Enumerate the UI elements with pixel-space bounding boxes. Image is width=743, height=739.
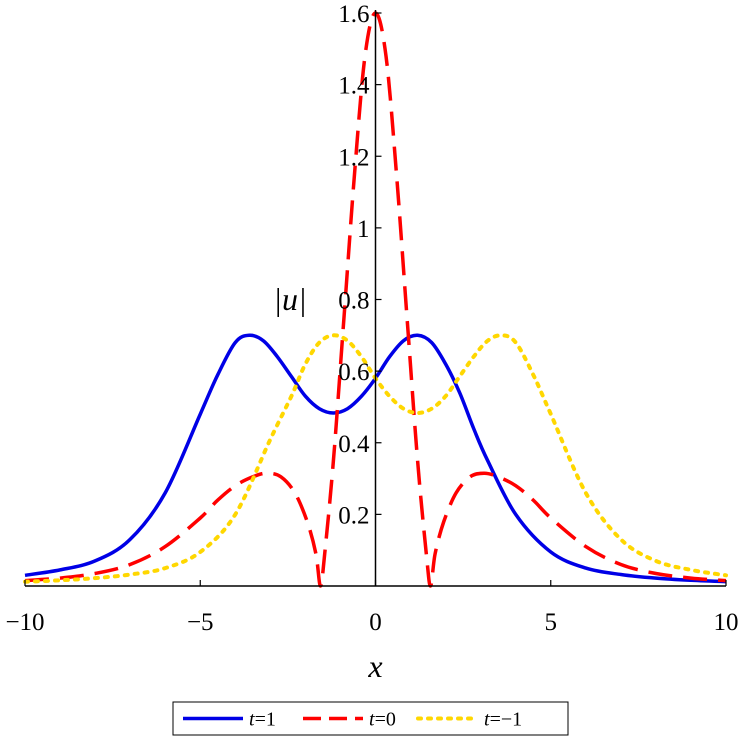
y-axis-label: |u|: [273, 281, 307, 317]
axes: [25, 10, 726, 587]
legend-label-2: t=−1: [484, 709, 522, 731]
legend-label-0: t=1: [249, 709, 276, 731]
legend-var: t: [249, 709, 255, 731]
y-tick-label: 0.6: [338, 359, 369, 386]
x-tick-label: 0: [369, 609, 382, 636]
series-line-0: [24, 333, 727, 584]
x-tick-label: −5: [187, 609, 214, 636]
tick-labels: −10 −5 0 5 10 0.2 0.4 0.6 0.8 1 1.2 1.4 1.6: [5, 1, 738, 636]
y-tick-label: 1.6: [338, 1, 369, 28]
x-tick-label: 10: [714, 609, 739, 636]
y-tick-label: 0.4: [338, 431, 370, 458]
y-tick-label: 0.8: [338, 288, 369, 315]
y-tick-label: 1.2: [338, 144, 369, 171]
legend-label-1: t=0: [369, 709, 396, 731]
legend-var: t: [369, 709, 375, 731]
legend-value: −1: [501, 709, 522, 731]
legend-equals: =: [375, 709, 386, 731]
y-tick-label: 1.4: [338, 73, 370, 100]
x-axis-label: x: [367, 648, 382, 684]
legend-var: t: [484, 709, 490, 731]
legend-value: 0: [386, 709, 396, 731]
y-tick-label: 0.2: [338, 502, 369, 529]
y-tick-label: 1: [357, 216, 370, 243]
legend-equals: =: [255, 709, 266, 731]
x-tick-label: 5: [545, 609, 558, 636]
legend-equals: =: [490, 709, 501, 731]
legend-value: 1: [266, 709, 276, 731]
series-line-2: [23, 333, 728, 584]
legend: t=1 t=0 t=−1: [172, 701, 569, 736]
x-tick-label: −10: [5, 609, 44, 636]
